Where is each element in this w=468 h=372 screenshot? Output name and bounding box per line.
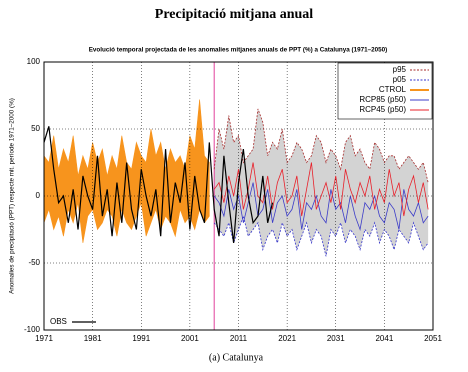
line <box>213 182 429 232</box>
line <box>43 126 274 243</box>
y-tick-label: 0 <box>36 191 41 200</box>
x-tick-label: 2001 <box>181 334 199 343</box>
x-tick-label: 2011 <box>230 334 248 343</box>
legend-label: OBS <box>50 317 67 326</box>
x-tick-label: 1981 <box>84 334 102 343</box>
caption: (a) Catalunya <box>209 352 264 363</box>
x-tick-label: 1971 <box>35 334 53 343</box>
plot-frame <box>43 61 434 331</box>
legend-label: RCP85 (p50) <box>359 95 406 104</box>
x-tick-label: 2041 <box>375 334 393 343</box>
x-tick-label: 1991 <box>132 334 150 343</box>
y-tick-label: 100 <box>27 57 41 66</box>
x-tick-label: 2021 <box>278 334 296 343</box>
y-tick-label: 50 <box>31 124 40 133</box>
y-axis-label: Anomalies de precipitació (PPT) respecte… <box>9 98 16 294</box>
legend-label: p95 <box>393 65 407 74</box>
line <box>213 214 429 257</box>
x-tick-label: 2031 <box>327 334 345 343</box>
legend-label: CTROL <box>379 85 407 94</box>
y-tick-label: -100 <box>24 325 41 334</box>
legend-label: p05 <box>393 75 407 84</box>
line <box>213 108 429 183</box>
band <box>43 99 210 243</box>
legend-label: RCP45 (p50) <box>359 105 406 114</box>
line <box>213 162 429 217</box>
page-title: Precipitació mitjana anual <box>155 7 314 22</box>
y-tick-label: -50 <box>28 258 40 267</box>
x-tick-label: 2051 <box>424 334 442 343</box>
chart-title: Evolució temporal projectada de les anom… <box>89 47 388 54</box>
